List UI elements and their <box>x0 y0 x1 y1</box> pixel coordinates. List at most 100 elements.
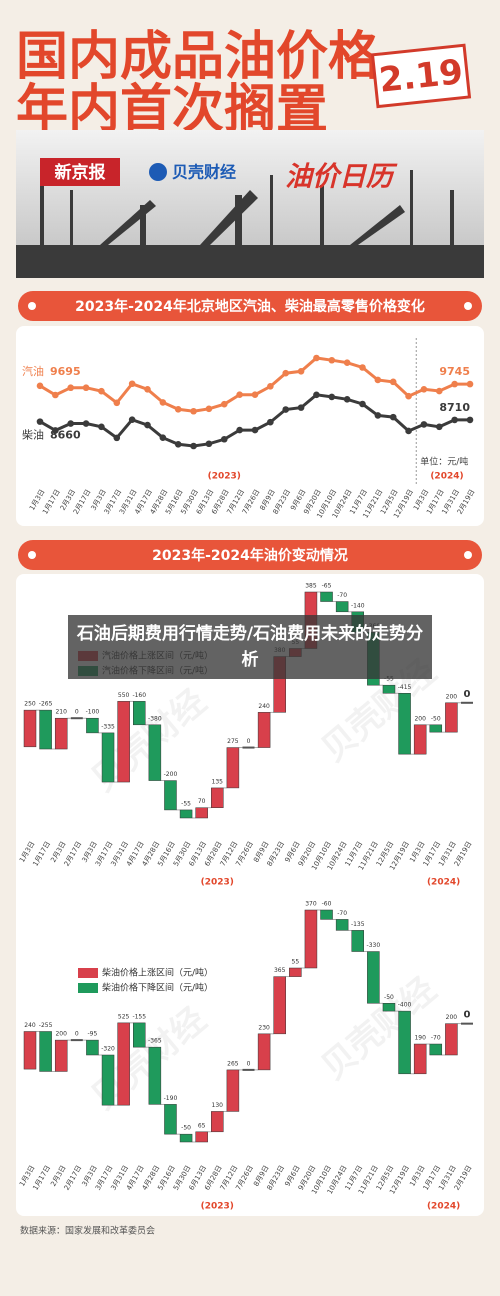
bar-up <box>226 747 240 789</box>
bar-down <box>101 732 115 783</box>
logo-xinjingbao: 新京报 <box>55 162 106 183</box>
value-label: 210 <box>55 709 67 716</box>
point <box>236 426 243 434</box>
bar-down <box>179 1133 193 1143</box>
point <box>420 421 428 428</box>
point <box>205 405 213 413</box>
value-label: 550 <box>118 692 130 699</box>
point <box>389 378 397 386</box>
bar-down <box>398 1010 411 1075</box>
bar-down <box>382 1003 396 1012</box>
point <box>174 406 182 413</box>
bar-down <box>367 951 380 1004</box>
value-label: 200 <box>446 693 458 700</box>
point <box>251 426 259 434</box>
point <box>236 391 243 398</box>
value-label: -190 <box>164 1095 178 1102</box>
series-name: 柴油 <box>22 428 44 442</box>
value-label: -365 <box>148 1038 162 1045</box>
bar-down <box>148 1046 162 1105</box>
point <box>67 384 75 392</box>
point <box>98 387 105 395</box>
bar-down <box>335 919 349 931</box>
end-value-label: 8710 <box>439 401 470 414</box>
bar-up <box>211 1111 224 1133</box>
value-label: -50 <box>181 1125 191 1132</box>
bar-up <box>257 1033 271 1071</box>
bar-down <box>164 1104 177 1135</box>
point <box>435 423 443 431</box>
point <box>190 442 197 450</box>
logo-beike: 贝壳财经 <box>172 163 236 182</box>
flat-mark <box>242 1068 255 1071</box>
bar-down <box>86 1039 99 1056</box>
bar-up <box>195 807 208 819</box>
value-label: 230 <box>258 1024 270 1031</box>
value-label: 200 <box>414 715 426 722</box>
bar-up <box>226 1069 240 1112</box>
value-label: -255 <box>39 1022 53 1029</box>
point <box>174 440 182 448</box>
value-label: -160 <box>132 692 146 699</box>
flat-mark <box>242 746 255 749</box>
flat-mark <box>461 1022 473 1025</box>
title-line-1: 国内成品油价格 <box>16 27 381 87</box>
point <box>451 380 458 388</box>
bar-down <box>133 701 146 726</box>
bar-up <box>23 709 37 748</box>
section-dot <box>464 302 472 310</box>
point <box>313 391 320 399</box>
point <box>328 356 336 364</box>
point <box>159 399 167 406</box>
section-title: 2023年-2024年北京地区汽油、柴油最高零售价格变化 <box>75 298 425 315</box>
value-label: 55 <box>292 959 300 966</box>
point <box>297 404 305 411</box>
point <box>282 369 290 377</box>
point <box>359 364 366 371</box>
value-label: -50 <box>431 715 441 722</box>
bar-up <box>289 967 302 977</box>
point <box>82 420 90 427</box>
point <box>267 383 274 390</box>
start-value-label: 8660 <box>50 429 81 442</box>
point <box>251 391 259 398</box>
value-label: 240 <box>24 1022 36 1029</box>
value-label: -65 <box>322 583 332 590</box>
value-label: -50 <box>384 994 394 1001</box>
bar-up <box>257 712 271 748</box>
point <box>144 385 151 393</box>
point <box>466 380 474 388</box>
date-tag-text: 2.19 <box>377 52 465 101</box>
year-label: (2024) <box>427 1202 460 1212</box>
bar-up <box>413 1043 427 1075</box>
value-label: 370 <box>305 901 317 908</box>
bar-down <box>148 724 162 781</box>
bar-up <box>23 1031 37 1070</box>
value-label: 190 <box>414 1035 426 1042</box>
bar-down <box>398 693 411 755</box>
section-header <box>18 540 482 570</box>
bar-down <box>320 909 333 920</box>
calendar-title: 油价日历 <box>285 162 398 193</box>
value-label: -155 <box>132 1013 146 1020</box>
flat-mark <box>70 717 83 720</box>
legend-swatch <box>78 983 98 993</box>
end-value-label: 9745 <box>439 365 470 378</box>
value-label: -320 <box>101 1046 115 1053</box>
point <box>374 376 382 384</box>
value-label: -330 <box>367 942 381 949</box>
point <box>220 400 228 408</box>
bar-down <box>320 591 333 602</box>
point <box>297 368 305 375</box>
value-label: -60 <box>322 901 332 908</box>
overlay-banner: 石油后期费用行情走势/石油费用未来的走势分析 <box>68 615 432 679</box>
logo-box <box>40 158 120 186</box>
value-label: 0 <box>75 1031 79 1038</box>
bar-up <box>445 1023 458 1056</box>
point <box>220 435 228 443</box>
point <box>328 393 336 401</box>
legend-swatch <box>78 968 98 978</box>
point <box>36 382 44 390</box>
